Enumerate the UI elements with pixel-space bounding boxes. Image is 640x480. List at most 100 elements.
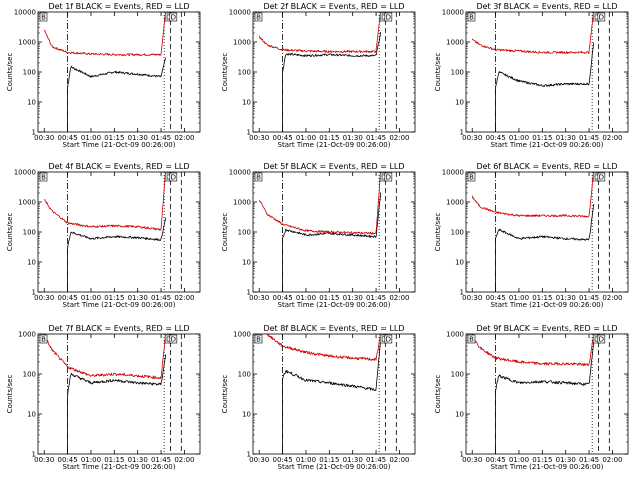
x-tick-label: 01:30 — [556, 294, 576, 302]
events-series-line — [67, 217, 167, 292]
y-tick-label: 1000 — [18, 331, 36, 339]
y-tick-label: 100 — [451, 69, 464, 77]
x-tick-label: 00:30 — [462, 294, 482, 302]
annotation-label: D — [594, 174, 599, 182]
annotation-box — [597, 12, 606, 22]
annotation-box — [597, 334, 606, 344]
x-tick-label: 02:00 — [174, 456, 194, 464]
y-tick-label: 10000 — [229, 9, 251, 17]
y-tick-label: 10000 — [14, 169, 36, 177]
x-tick-label: 01:00 — [296, 456, 316, 464]
x-tick-label: 02:00 — [602, 456, 622, 464]
annotation-box — [169, 172, 178, 182]
y-tick-label: 1 — [247, 289, 251, 297]
annotation-label: D — [386, 174, 391, 182]
y-tick-label: 100 — [23, 229, 36, 237]
y-tick-label: 10 — [242, 259, 251, 267]
x-tick-label: 00:45 — [486, 134, 506, 142]
annotation-box — [384, 172, 393, 182]
y-axis-label: Counts/sec — [434, 375, 442, 414]
x-tick-label: 02:00 — [174, 134, 194, 142]
detector-panel: Det 8f BLACK = Events, RED = LLD 1 10 100 10… — [221, 324, 416, 471]
x-tick-label: 01:00 — [509, 134, 529, 142]
panel-title: Det 9f BLACK = Events, RED = LLD — [476, 324, 617, 333]
detector-panel: Det 1f BLACK = Events, RED = LLD 1 10 100 10… — [6, 2, 201, 149]
annotation-label: D — [166, 336, 171, 344]
panel-title: Det 6f BLACK = Events, RED = LLD — [476, 162, 617, 171]
x-tick-label: 01:30 — [556, 456, 576, 464]
annotation-box — [254, 12, 263, 22]
x-tick-label: 01:00 — [509, 294, 529, 302]
y-axis-label: Counts/sec — [6, 213, 14, 252]
y-axis-label: Counts/sec — [434, 213, 442, 252]
x-tick-label: 00:30 — [34, 134, 54, 142]
x-axis-label: Start Time (21-Oct-09 00:26:00) — [491, 463, 604, 471]
y-tick-label: 10 — [27, 99, 36, 107]
panel-title: Det 4f BLACK = Events, RED = LLD — [48, 162, 189, 171]
y-tick-label: 1000 — [18, 199, 36, 207]
lld-series-line — [471, 174, 594, 218]
annotation-label: D — [594, 336, 599, 344]
x-tick-label: 01:45 — [151, 456, 171, 464]
y-tick-label: 10000 — [229, 169, 251, 177]
lld-series-line — [471, 14, 594, 54]
panel-title: Det 2f BLACK = Events, RED = LLD — [263, 2, 404, 11]
x-axis-label: Start Time (21-Oct-09 00:26:00) — [63, 141, 176, 149]
y-tick-label: 100 — [23, 371, 36, 379]
y-tick-label: 1 — [32, 129, 36, 137]
panel-title: Det 7f BLACK = Events, RED = LLD — [48, 324, 189, 333]
annotation-label: D — [381, 336, 386, 344]
y-tick-label: 1 — [460, 451, 464, 459]
y-tick-label: 10000 — [442, 9, 464, 17]
annotation-box — [597, 172, 606, 182]
y-tick-label: 1 — [32, 289, 36, 297]
x-tick-label: 01:45 — [151, 134, 171, 142]
x-tick-label: 00:45 — [273, 134, 293, 142]
lld-series-line — [471, 335, 594, 366]
annotation-label: B — [256, 14, 261, 22]
y-tick-label: 1 — [32, 451, 36, 459]
y-tick-label: 1000 — [233, 39, 251, 47]
y-tick-label: 100 — [451, 229, 464, 237]
plot-frame — [465, 333, 629, 455]
y-tick-label: 100 — [238, 69, 251, 77]
y-tick-label: 10000 — [442, 169, 464, 177]
annotation-label: D — [599, 336, 604, 344]
annotation-label: D — [166, 14, 171, 22]
y-tick-label: 1 — [247, 451, 251, 459]
lld-series-line — [258, 13, 381, 53]
plot-frame — [37, 333, 201, 455]
annotation-box — [384, 12, 393, 22]
x-tick-label: 01:45 — [579, 456, 599, 464]
annotation-label: D — [386, 336, 391, 344]
events-series-line — [495, 204, 595, 292]
x-tick-label: 01:45 — [579, 294, 599, 302]
events-series-line — [495, 341, 595, 454]
annotation-label: B — [256, 174, 261, 182]
x-tick-label: 00:45 — [486, 456, 506, 464]
annotation-box — [39, 12, 48, 22]
plot-frame — [465, 11, 629, 133]
lld-series-line — [43, 14, 166, 57]
x-tick-label: 02:00 — [602, 294, 622, 302]
y-tick-label: 10000 — [14, 9, 36, 17]
x-tick-label: 00:30 — [462, 134, 482, 142]
annotation-label: B — [41, 14, 46, 22]
x-tick-label: 00:45 — [273, 294, 293, 302]
annotation-label: B — [41, 174, 46, 182]
y-tick-label: 100 — [238, 371, 251, 379]
x-tick-label: 01:45 — [579, 134, 599, 142]
x-axis-label: Start Time (21-Oct-09 00:26:00) — [278, 463, 391, 471]
y-axis-label: Counts/sec — [434, 53, 442, 92]
annotation-label: D — [386, 14, 391, 22]
x-tick-label: 02:00 — [389, 134, 409, 142]
x-tick-label: 02:00 — [389, 456, 409, 464]
detector-panel: Det 6f BLACK = Events, RED = LLD 1 10 100 10… — [434, 162, 629, 309]
annotation-box — [467, 172, 476, 182]
plot-frame — [37, 171, 201, 293]
x-tick-label: 01:30 — [343, 134, 363, 142]
y-tick-label: 10 — [242, 99, 251, 107]
y-axis-label: Counts/sec — [6, 375, 14, 414]
annotation-label: D — [171, 174, 176, 182]
x-tick-label: 00:45 — [58, 134, 78, 142]
